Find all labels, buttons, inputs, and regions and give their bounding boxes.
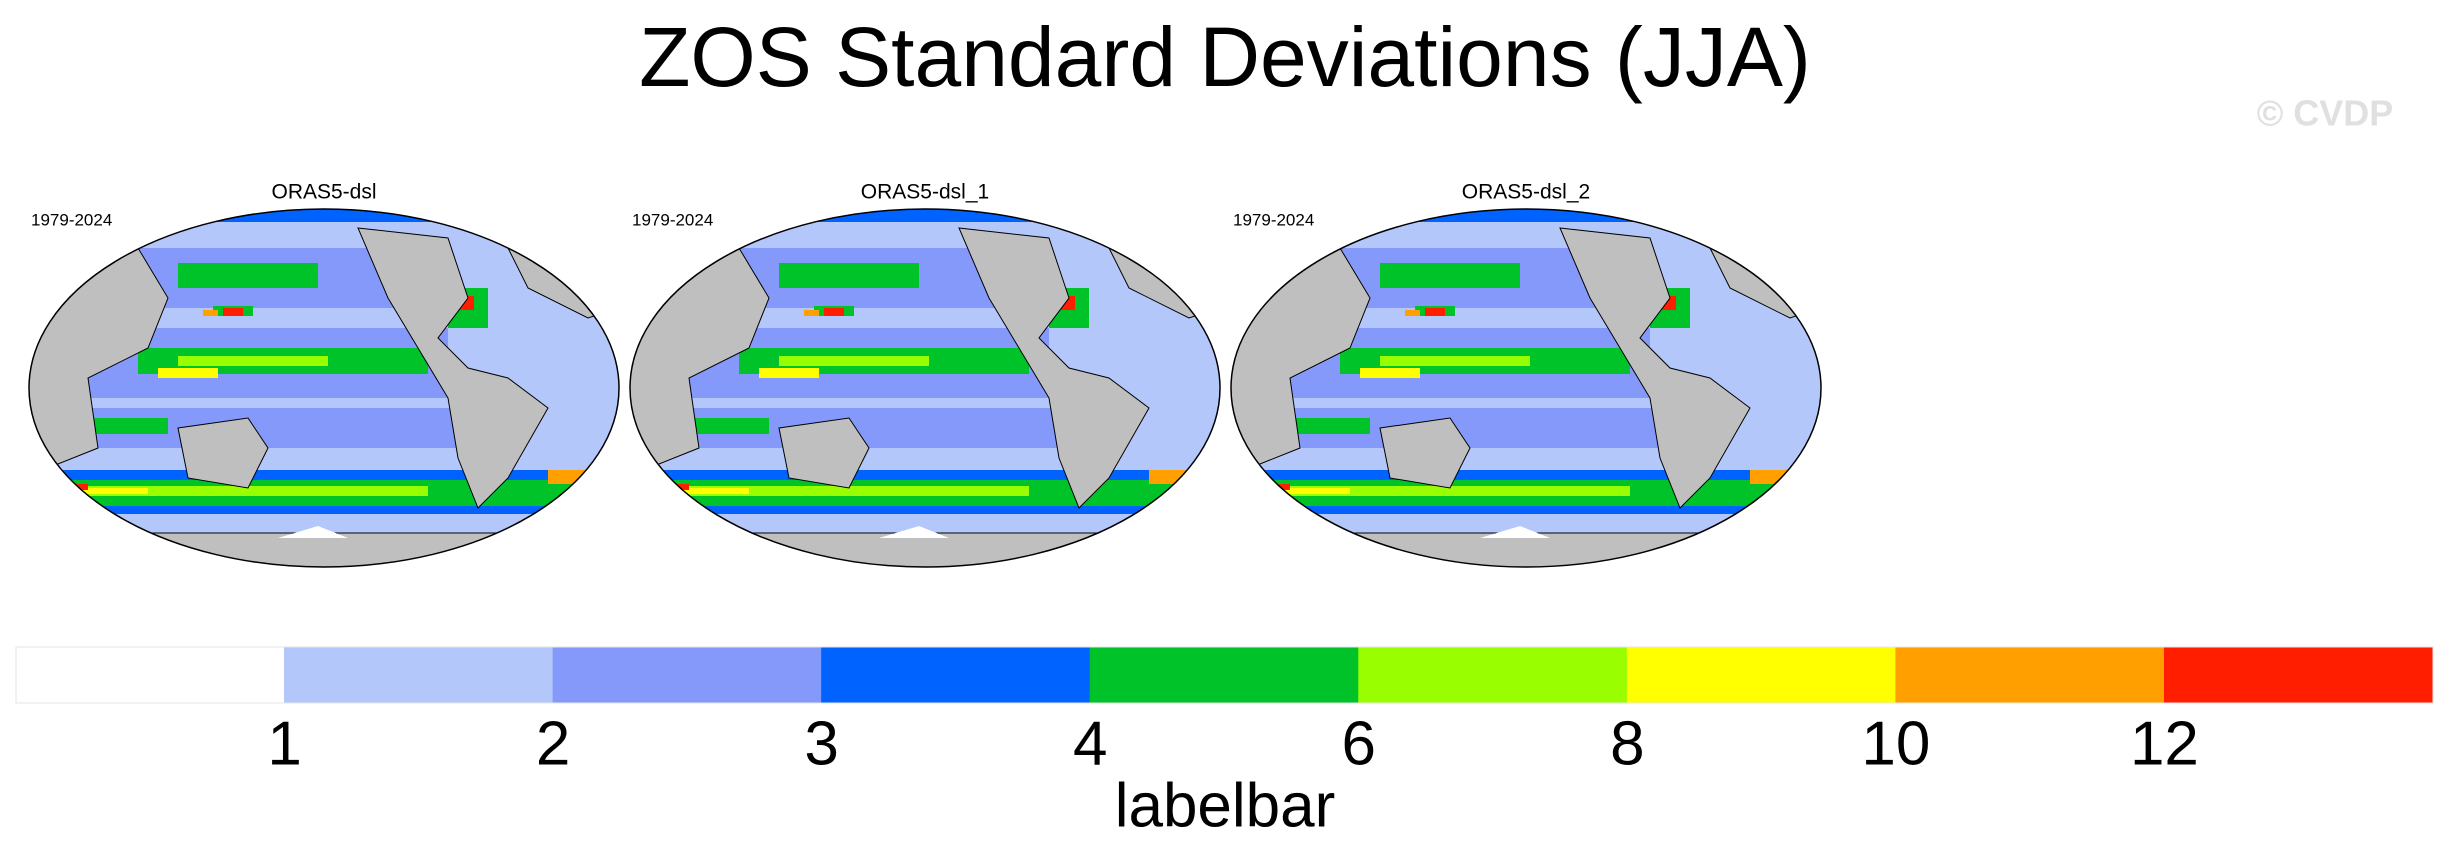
map-panel: 1979-2024 ORAS5-dsl_2: [1230, 181, 1822, 568]
watermark: © CVDP: [2257, 93, 2394, 134]
color-box: [284, 646, 554, 704]
color-box: [1358, 646, 1628, 704]
labelbar-label: 8: [1610, 709, 1644, 778]
color-box: [15, 646, 286, 704]
labelbar-frame: [15, 646, 2434, 704]
panel-name: ORAS5-dsl_1: [861, 181, 989, 204]
color-box: [552, 646, 823, 704]
color-box: [1089, 646, 1360, 704]
color-box: [821, 646, 1091, 704]
map: [629, 208, 1221, 568]
map: [28, 208, 620, 568]
labelbar-label: 3: [804, 709, 838, 778]
labelbar-label: 12: [2130, 709, 2199, 778]
panel-period: 1979-2024: [1233, 210, 1314, 229]
labelbar-label: 2: [536, 709, 570, 778]
map-panel: 1979-2024 ORAS5-dsl_1: [629, 181, 1221, 568]
labelbar-label: 6: [1342, 709, 1376, 778]
color-box: [1895, 646, 2165, 704]
panel-name: ORAS5-dsl: [271, 181, 376, 204]
map: [1230, 208, 1822, 568]
labelbar-label: 10: [1861, 709, 1930, 778]
labelbar-label: 4: [1073, 709, 1107, 778]
panels: 1979-2024ORAS5-dsl1979-2024ORAS5-dsl_119…: [28, 181, 1822, 568]
panel-name: ORAS5-dsl_2: [1462, 181, 1590, 204]
color-box: [1626, 646, 1897, 704]
color-box: [2163, 646, 2434, 704]
panel-period: 1979-2024: [632, 210, 713, 229]
labelbar-label: 1: [267, 709, 301, 778]
title: ZOS Standard Deviations (JJA): [639, 10, 1811, 104]
labelbar-title: labelbar: [1115, 771, 1336, 840]
panel-period: 1979-2024: [31, 210, 112, 229]
map-panel: 1979-2024 ORAS5-dsl: [28, 181, 620, 568]
